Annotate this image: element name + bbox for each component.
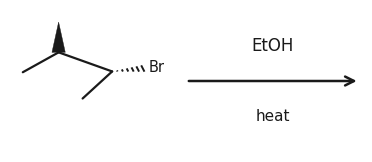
- Text: EtOH: EtOH: [251, 37, 294, 55]
- Polygon shape: [52, 22, 65, 52]
- Text: heat: heat: [256, 109, 290, 124]
- Text: Br: Br: [148, 60, 164, 75]
